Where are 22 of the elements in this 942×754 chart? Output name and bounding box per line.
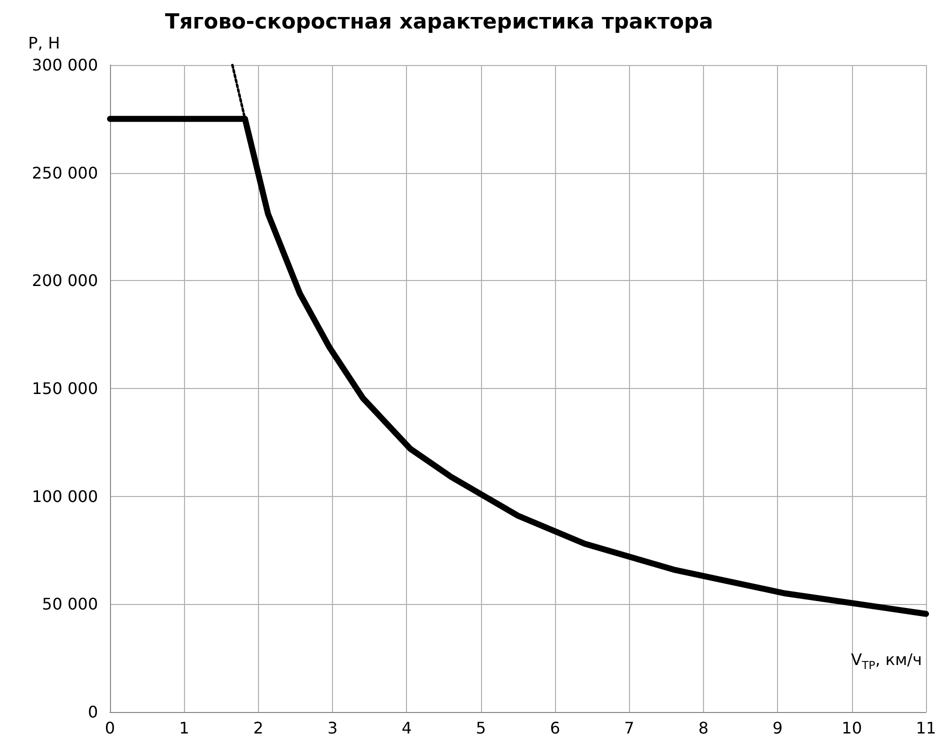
x-tick-label: 5 bbox=[476, 718, 486, 738]
y-axis-title: P, Н bbox=[28, 34, 60, 52]
x-tick-label: 10 bbox=[842, 718, 862, 738]
y-tick-label: 300 000 bbox=[32, 56, 98, 74]
x-tick-label: 0 bbox=[104, 718, 116, 738]
x-tick-label: 11 bbox=[916, 718, 936, 738]
y-tick-label: 100 000 bbox=[32, 486, 98, 506]
y-tick-label: 150 000 bbox=[32, 379, 98, 398]
y-tick-label: 200 000 bbox=[32, 271, 98, 290]
y-tick-label: 0 bbox=[88, 702, 98, 722]
x-tick-label: 4 bbox=[402, 718, 412, 738]
y-tick-label: 250 000 bbox=[32, 163, 98, 182]
x-tick-label: 8 bbox=[698, 718, 709, 738]
chart-title: Тягово-скоростная характеристика трактора bbox=[165, 10, 714, 34]
x-tick-label: 3 bbox=[327, 718, 338, 738]
x-tick-label: 7 bbox=[624, 718, 634, 738]
y-tick-label: 50 000 bbox=[42, 594, 98, 614]
x-tick-label: 6 bbox=[550, 718, 560, 738]
x-tick-label: 2 bbox=[253, 718, 264, 738]
x-tick-label: 9 bbox=[772, 718, 783, 738]
x-tick-label: 1 bbox=[179, 718, 190, 738]
x-axis-title: V$_{ТР}$, км/ч bbox=[850, 650, 922, 672]
